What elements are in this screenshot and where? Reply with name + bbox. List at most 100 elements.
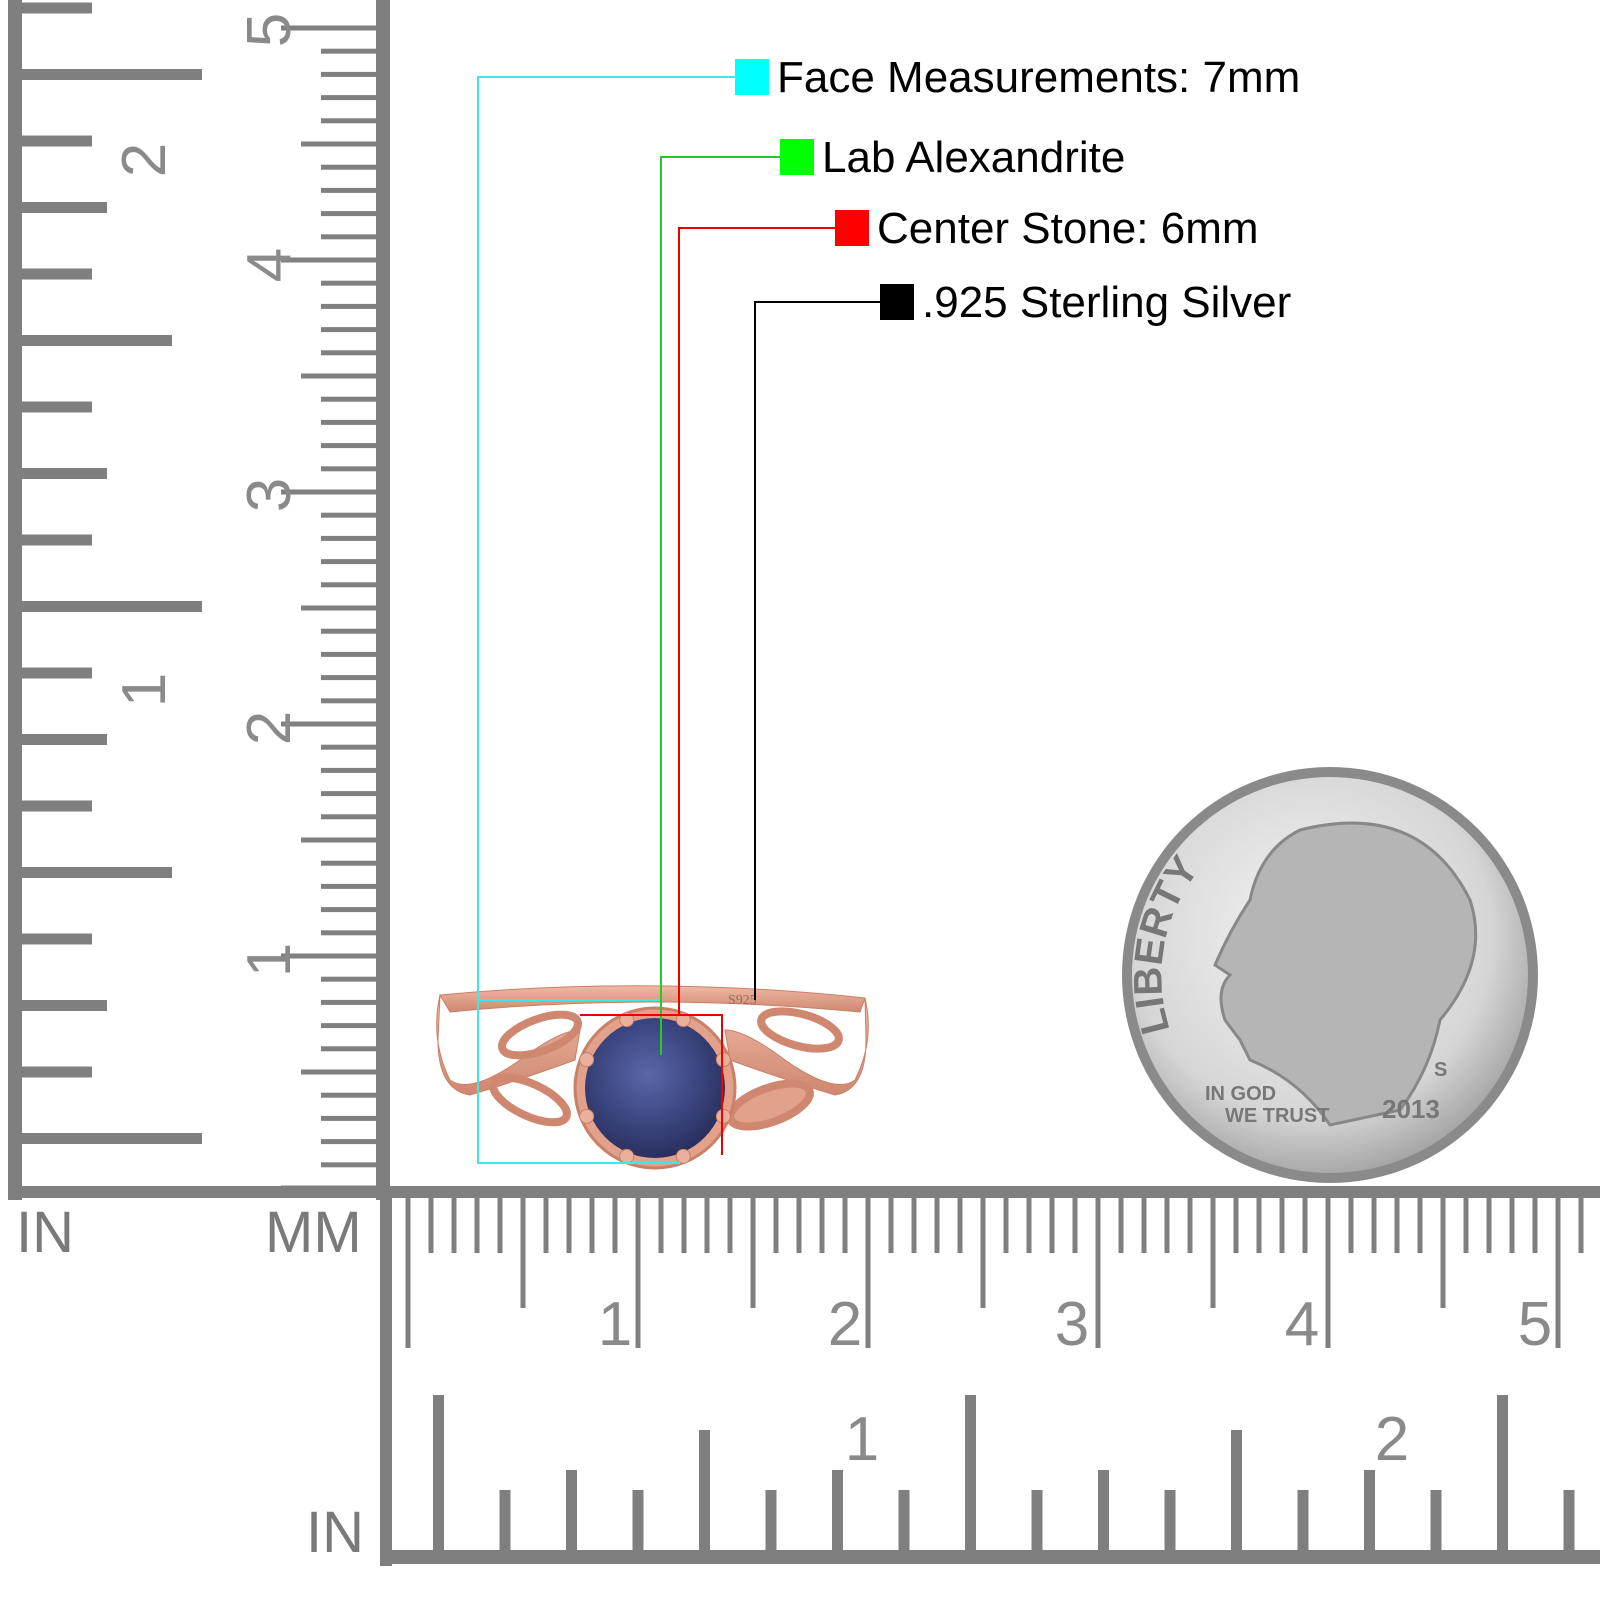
bottom-mm-tick xyxy=(681,1198,687,1253)
bottom-inch-tick xyxy=(898,1490,910,1550)
prong xyxy=(715,1052,731,1068)
left-inch-tick xyxy=(22,1000,107,1011)
bottom-inch-tick xyxy=(566,1470,577,1550)
bottom-mm-tick xyxy=(980,1198,986,1308)
left-inch-tick xyxy=(22,335,172,346)
coin-year: 2013 xyxy=(1382,1094,1440,1124)
left-inch-tick xyxy=(22,268,92,280)
coin-mint-mark: S xyxy=(1434,1059,1447,1081)
bottom-mm-tick xyxy=(1555,1198,1561,1348)
leaf-right-upper xyxy=(757,1007,843,1053)
bottom-inch-tick xyxy=(1098,1470,1109,1550)
bottom-mm-tick xyxy=(865,1198,871,1348)
left-mm-tick xyxy=(281,1185,376,1191)
bottom-mm-tick xyxy=(1394,1198,1400,1253)
bottom-ruler xyxy=(380,1186,1600,1566)
left-mm-tick xyxy=(301,837,376,843)
left-inch-tick xyxy=(22,534,92,546)
bottom-inch-tick xyxy=(832,1470,843,1550)
left-mm-tick xyxy=(301,141,376,147)
left-mm-label: 2 xyxy=(235,711,304,745)
bottom-mm-label: 4 xyxy=(1285,1290,1319,1359)
left-mm-tick xyxy=(321,675,376,681)
prong xyxy=(579,1052,595,1068)
bottom-mm-tick xyxy=(1509,1198,1515,1253)
bottom-inch-tick xyxy=(499,1490,511,1550)
bottom-mm-tick xyxy=(1532,1198,1538,1253)
bottom-inch-tick xyxy=(433,1395,444,1550)
bottom-mm-tick xyxy=(405,1198,411,1348)
bottom-mm-tick xyxy=(520,1198,526,1308)
left-mm-tick xyxy=(321,164,376,170)
bottom-mm-tick xyxy=(1118,1198,1124,1253)
alexandrite-line xyxy=(660,156,780,1055)
dime-coin: LIBERTY IN GOD WE TRUST 2013 S xyxy=(1122,767,1538,1183)
left-mm-tick xyxy=(321,1092,376,1098)
legend-swatch xyxy=(880,284,914,320)
left-mm-label: 5 xyxy=(235,13,304,47)
left-inch-tick xyxy=(22,667,92,679)
left-inch-tick xyxy=(22,1133,202,1144)
bottom-mm-tick xyxy=(428,1198,434,1253)
bottom-mm-tick xyxy=(1578,1198,1584,1253)
bottom-inch-unit-label: IN xyxy=(306,1500,364,1565)
left-mm-tick xyxy=(321,1162,376,1168)
left-mm-tick xyxy=(321,651,376,657)
bottom-mm-tick xyxy=(842,1198,848,1253)
bottom-mm-tick xyxy=(1072,1198,1078,1253)
bottom-mm-tick xyxy=(773,1198,779,1253)
left-inch-unit-label: IN xyxy=(16,1200,74,1265)
left-mm-tick xyxy=(321,976,376,982)
bottom-mm-tick xyxy=(1371,1198,1377,1253)
left-mm-tick xyxy=(321,582,376,588)
leaf-left-upper xyxy=(498,1010,582,1060)
left-mm-tick xyxy=(301,373,376,379)
bottom-mm-tick xyxy=(566,1198,572,1253)
bottom-mm-tick xyxy=(658,1198,664,1253)
left-mm-tick xyxy=(321,628,376,634)
legend-swatch xyxy=(780,139,814,175)
bottom-mm-tick xyxy=(497,1198,503,1253)
left-mm-label: 1 xyxy=(235,943,304,977)
legend-swatch xyxy=(835,210,869,246)
left-mm-tick xyxy=(321,1115,376,1121)
bottom-mm-tick xyxy=(635,1198,641,1348)
bottom-mm-tick xyxy=(1348,1198,1354,1253)
alexandrite-stone xyxy=(585,1018,725,1158)
left-mm-tick xyxy=(281,489,376,495)
bottom-inch-tick xyxy=(699,1430,710,1550)
bottom-mm-label: 3 xyxy=(1055,1290,1089,1359)
left-mm-tick xyxy=(321,443,376,449)
bottom-mm-tick xyxy=(1440,1198,1446,1308)
bottom-mm-tick xyxy=(1417,1198,1423,1253)
bottom-mm-tick xyxy=(911,1198,917,1253)
left-mm-tick xyxy=(321,791,376,797)
bottom-mm-tick xyxy=(1187,1198,1193,1253)
bottom-mm-tick xyxy=(1141,1198,1147,1253)
bottom-mm-ruler-edge xyxy=(380,1186,1600,1198)
legend-label: Lab Alexandrite xyxy=(822,133,1125,182)
bottom-mm-tick xyxy=(612,1198,618,1253)
bottom-mm-tick xyxy=(1164,1198,1170,1253)
left-inch-tick xyxy=(22,401,92,413)
left-inch-tick xyxy=(22,1066,92,1078)
ring-shank-left xyxy=(436,994,581,1096)
left-ruler xyxy=(8,0,390,1200)
legend-label: .925 Sterling Silver xyxy=(922,278,1291,327)
left-inch-tick xyxy=(22,69,202,80)
left-mm-tick xyxy=(281,721,376,727)
bottom-mm-tick xyxy=(796,1198,802,1253)
bottom-mm-tick xyxy=(589,1198,595,1253)
center-stone-line xyxy=(678,227,835,1015)
bottom-mm-tick xyxy=(819,1198,825,1253)
left-mm-tick xyxy=(321,860,376,866)
left-inch-tick xyxy=(22,2,92,14)
bottom-mm-tick xyxy=(1003,1198,1009,1253)
bottom-mm-tick xyxy=(1256,1198,1262,1253)
prong xyxy=(619,1012,635,1028)
left-mm-tick xyxy=(321,396,376,402)
left-mm-tick xyxy=(281,257,376,263)
bottom-mm-tick xyxy=(1325,1198,1331,1348)
left-mm-tick xyxy=(321,999,376,1005)
bottom-mm-tick xyxy=(750,1198,756,1308)
